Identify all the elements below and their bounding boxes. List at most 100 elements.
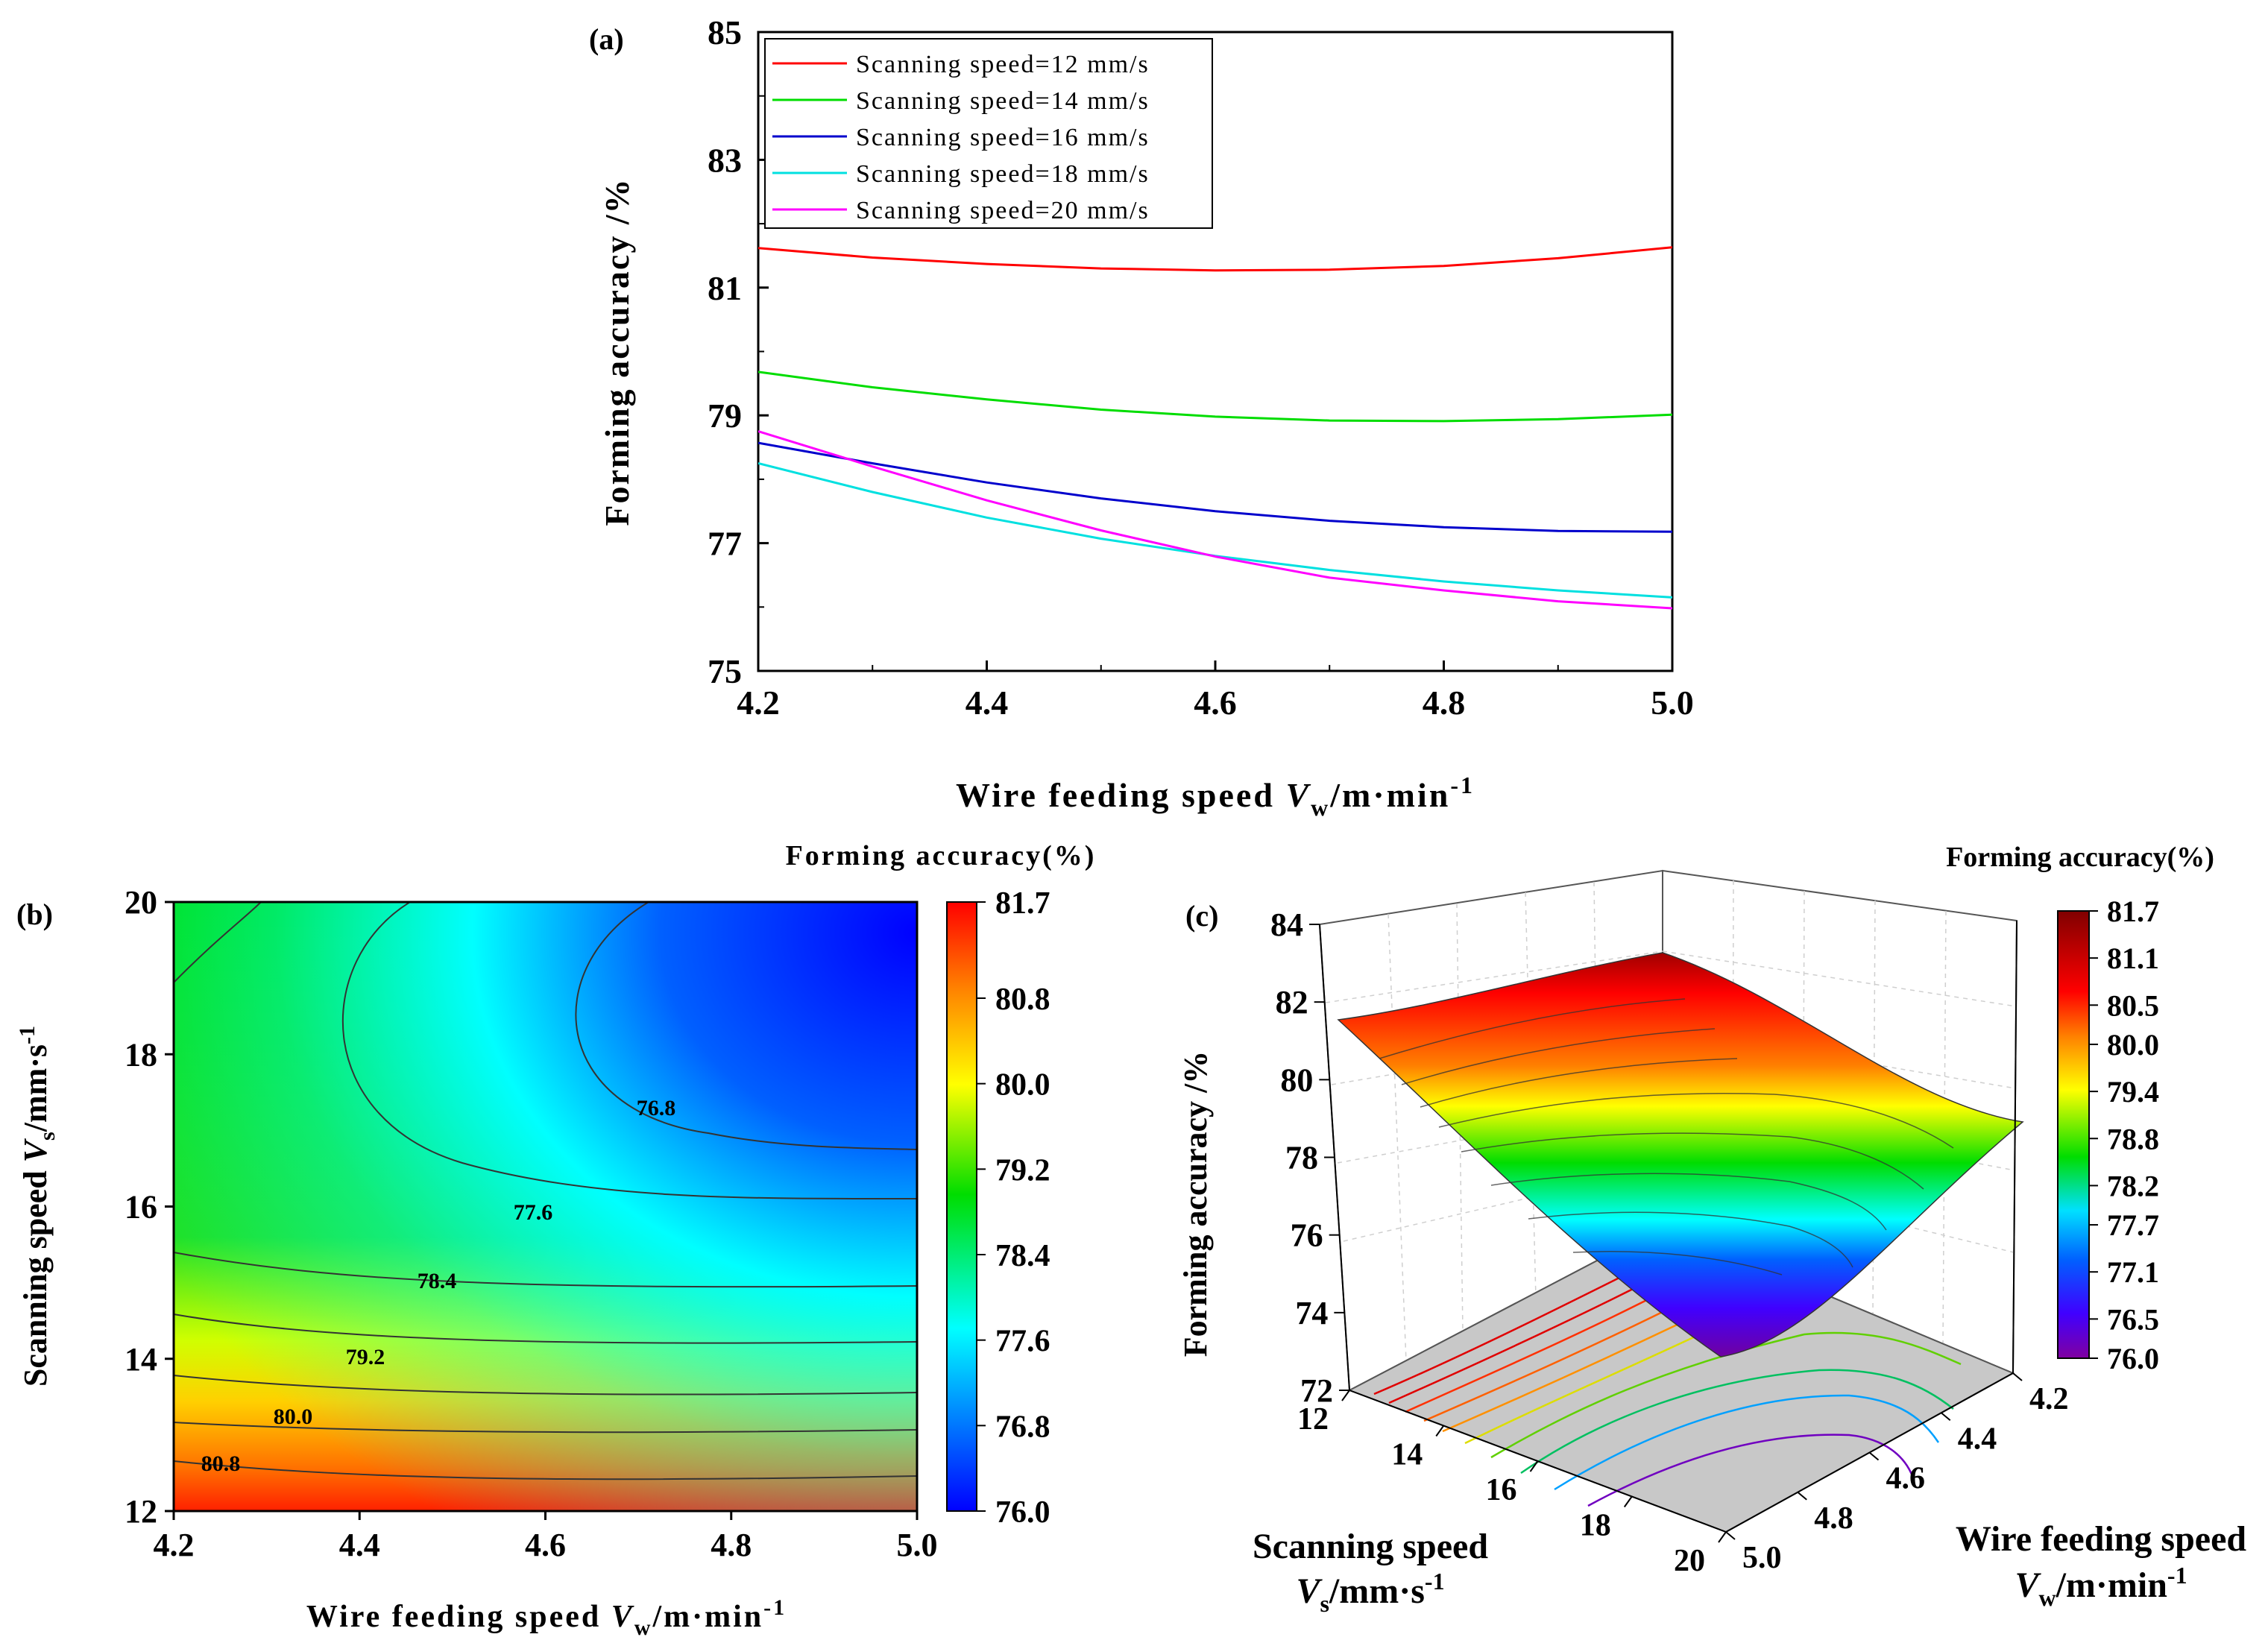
y-label-unit: /mm·s bbox=[17, 1044, 54, 1132]
contour-label: 80.0 bbox=[274, 1404, 313, 1429]
scan-tick-label: 14 bbox=[1391, 1438, 1423, 1472]
panel-b-colorbar-ticks: 76.0 76.8 77.6 78.4 79.2 80.0 80.8 81.7 bbox=[977, 886, 1050, 1530]
colorbar-tick-label: 78.2 bbox=[2107, 1169, 2159, 1202]
colorbar-tick-label: 76.0 bbox=[995, 1495, 1050, 1530]
contour-line bbox=[174, 1375, 917, 1396]
x-tick-label: 4.2 bbox=[737, 684, 780, 722]
y-tick-label: 20 bbox=[125, 884, 157, 921]
series-line bbox=[758, 441, 1672, 533]
contour-label: 76.8 bbox=[637, 1096, 676, 1120]
y-tick-label: 75 bbox=[708, 652, 742, 690]
contour-line bbox=[174, 902, 262, 983]
x-label-main: Wire feeding speed bbox=[306, 1600, 611, 1634]
scan-tick-mark bbox=[1529, 1460, 1539, 1472]
x-label-var: V bbox=[611, 1600, 634, 1634]
legend-box bbox=[764, 38, 1213, 229]
colorbar-tick-label: 76.5 bbox=[2107, 1302, 2159, 1336]
scan-tick-label: 20 bbox=[1674, 1544, 1705, 1578]
panel-c-colorbar-ticks: 76.0 76.5 77.1 77.7 78.2 78.8 79.4 80.0 80.5 81.1… bbox=[2089, 895, 2159, 1375]
panel-a-series bbox=[758, 246, 1672, 610]
scan-label-var: V bbox=[1296, 1571, 1323, 1611]
panel-b-label: (b) bbox=[16, 898, 53, 931]
y-label-var: V bbox=[17, 1138, 54, 1162]
z-tick-label: 78 bbox=[1285, 1140, 1318, 1176]
wire-tick-mark bbox=[1725, 1531, 1736, 1540]
scan-label-sup: -1 bbox=[1425, 1568, 1445, 1595]
panel-b-x-axis-label: Wire feeding speed Vw/m·min-1 bbox=[306, 1595, 787, 1640]
scan-tick-mark bbox=[1718, 1531, 1727, 1543]
wire-label-unit: /m·min bbox=[2056, 1565, 2167, 1605]
panel-c-surface-plot: (c) Forming accuracy(%) bbox=[1177, 842, 2246, 1617]
z-tick-label: 80 bbox=[1280, 1062, 1313, 1098]
wire-tick-label: 4.2 bbox=[2029, 1382, 2069, 1416]
series-line bbox=[758, 246, 1672, 272]
contour-lines bbox=[174, 902, 917, 1480]
y-tick-label: 83 bbox=[708, 141, 742, 179]
panel-a-line-chart: (a) 4.2 4.4 4.6 4.8 5.0 75 77 79 81 83 85 Scanning… bbox=[589, 13, 1694, 821]
y-label-sup: -1 bbox=[15, 1026, 40, 1044]
x-label-main: Wire feeding speed bbox=[956, 776, 1285, 814]
x-label-unit: /m·min bbox=[652, 1600, 763, 1634]
scan-tick-label: 18 bbox=[1580, 1509, 1611, 1543]
panel-a-label: (a) bbox=[589, 22, 624, 56]
contour-label: 80.8 bbox=[201, 1451, 241, 1476]
colorbar-tick-label: 77.7 bbox=[2107, 1208, 2159, 1242]
wire-tick-mark bbox=[1797, 1491, 1807, 1501]
wire-label-sup: -1 bbox=[2167, 1562, 2187, 1589]
panel-c-wire-axis-label-line2: Vw/m·min-1 bbox=[2015, 1562, 2187, 1611]
legend-label: Scanning speed=20 mm/s bbox=[856, 197, 1150, 224]
scan-tick-label: 12 bbox=[1297, 1402, 1329, 1437]
y-label-sub: s bbox=[35, 1132, 60, 1141]
x-tick-label: 5.0 bbox=[897, 1527, 938, 1563]
panel-a-x-axis-label: Wire feeding speed Vw/m·min-1 bbox=[956, 772, 1475, 821]
y-tick-label: 77 bbox=[708, 525, 742, 563]
wire-tick-mark bbox=[2012, 1372, 2023, 1381]
scan-tick-mark bbox=[1341, 1390, 1350, 1401]
contour-labels: 76.8 77.6 78.4 79.2 80.0 80.8 bbox=[201, 1096, 676, 1476]
x-tick-label: 4.2 bbox=[154, 1527, 195, 1563]
colorbar-tick-label: 80.0 bbox=[2107, 1028, 2159, 1062]
panel-c-scan-axis-label-line1: Scanning speed bbox=[1253, 1527, 1488, 1566]
y-tick-label: 14 bbox=[125, 1341, 157, 1378]
panel-c-wire-axis-label-line1: Wire feeding speed bbox=[1956, 1519, 2247, 1559]
panel-a-y-axis-label: Forming accuracy /% bbox=[598, 177, 636, 526]
colorbar-tick-label: 81.7 bbox=[995, 886, 1050, 921]
wire-tick-label: 4.8 bbox=[1814, 1501, 1853, 1536]
colorbar-tick-label: 80.8 bbox=[995, 983, 1050, 1017]
y-tick-label: 12 bbox=[125, 1493, 157, 1530]
x-label-sub: w bbox=[634, 1615, 653, 1640]
panel-a-legend: Scanning speed=12 mm/s Scanning speed=14 … bbox=[764, 38, 1213, 229]
floor-contours bbox=[1373, 1266, 1962, 1507]
x-tick-label: 4.8 bbox=[711, 1527, 752, 1563]
colorbar-tick-label: 80.5 bbox=[2107, 988, 2159, 1022]
z-tick-label: 74 bbox=[1295, 1295, 1328, 1331]
x-tick-label: 5.0 bbox=[1651, 684, 1694, 722]
response-surface bbox=[1337, 952, 2024, 1357]
panel-a-ticks: 4.2 4.4 4.6 4.8 5.0 75 77 79 81 83 85 bbox=[708, 13, 1694, 722]
y-tick-label: 18 bbox=[125, 1036, 157, 1073]
colorbar-tick-label: 78.4 bbox=[995, 1239, 1050, 1273]
x-tick-label: 4.6 bbox=[1194, 684, 1237, 722]
contour-label: 78.4 bbox=[418, 1269, 457, 1293]
z-tick-label: 72 bbox=[1300, 1372, 1333, 1409]
legend-label: Scanning speed=18 mm/s bbox=[856, 160, 1150, 188]
colorbar-tick-label: 79.2 bbox=[995, 1153, 1050, 1188]
panel-b-y-axis-label: Scanning speed Vs/mm·s-1 bbox=[15, 1026, 60, 1387]
series-line bbox=[758, 430, 1672, 610]
x-label-unit: /m·min bbox=[1329, 776, 1450, 814]
y-tick-label: 16 bbox=[125, 1189, 157, 1226]
y-tick-label: 81 bbox=[708, 269, 742, 307]
scan-tick-mark bbox=[1623, 1495, 1633, 1508]
series-line bbox=[758, 370, 1672, 423]
panel-c-scan-axis-label-line2: Vs/mm·s-1 bbox=[1296, 1568, 1444, 1617]
panel-c-label: (c) bbox=[1185, 899, 1218, 933]
scan-label-unit: /mm·s bbox=[1329, 1571, 1425, 1611]
wire-tick-label: 5.0 bbox=[1742, 1541, 1782, 1575]
surface-contours bbox=[1379, 998, 1954, 1275]
contour-label: 79.2 bbox=[346, 1345, 385, 1369]
colorbar-tick-label: 81.1 bbox=[2107, 942, 2159, 975]
scan-tick-mark bbox=[1435, 1425, 1445, 1437]
contour-line bbox=[174, 1314, 917, 1344]
y-label-main: Scanning speed bbox=[17, 1162, 54, 1387]
